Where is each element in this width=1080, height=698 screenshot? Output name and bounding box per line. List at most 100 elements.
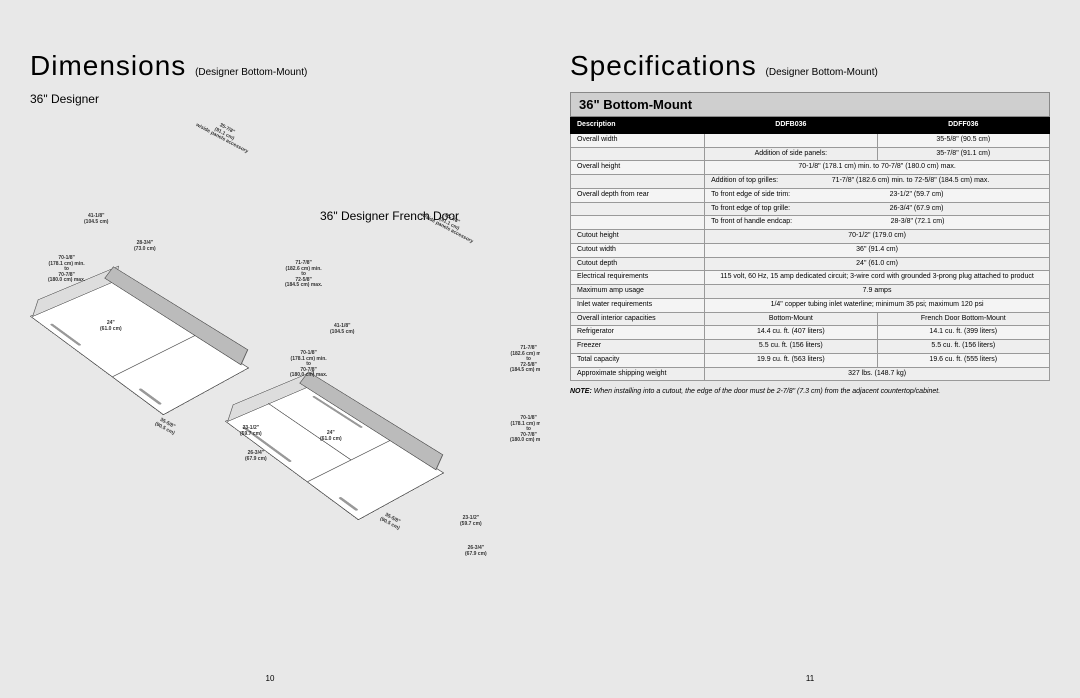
cell-desc: Refrigerator [571, 326, 705, 340]
cell-col2: 35-5/8" (90.5 cm) [877, 133, 1049, 147]
cell-desc [571, 175, 705, 189]
handle-fr-lower [338, 497, 358, 511]
table-row: Approximate shipping weight327 lbs. (148… [571, 367, 1050, 381]
cell-labeled-merged: To front edge of side trim: 23-1/2" (59.… [705, 188, 1050, 202]
pagenum-left: 10 [266, 674, 275, 683]
cell-col1: Bottom-Mount [705, 312, 877, 326]
table-row: Cutout depth24" (61.0 cm) [571, 257, 1050, 271]
table-row: Maximum amp usage7.9 amps [571, 285, 1050, 299]
cell-col1: Addition of side panels: [705, 147, 877, 161]
cell-desc: Overall interior capacities [571, 312, 705, 326]
dim-26-34-1: 26-3/4"(67.9 cm) [245, 451, 267, 462]
table-row: Overall depth from rearTo front edge of … [571, 188, 1050, 202]
cell-col1: 14.4 cu. ft. (407 liters) [705, 326, 877, 340]
cell-col2: 5.5 cu. ft. (156 liters) [877, 340, 1049, 354]
table-row: Overall height70-1/8" (178.1 cm) min. to… [571, 161, 1050, 175]
cell-desc: Freezer [571, 340, 705, 354]
cell-col2: 14.1 cu. ft. (399 liters) [877, 326, 1049, 340]
cell-merged: 115 volt, 60 Hz, 15 amp dedicated circui… [705, 271, 1050, 285]
table-row: Cutout width36" (91.4 cm) [571, 243, 1050, 257]
cell-desc: Overall height [571, 161, 705, 175]
spec-table-title: 36" Bottom-Mount [570, 92, 1050, 117]
table-row: Inlet water requirements1/4" copper tubi… [571, 298, 1050, 312]
cell-labeled-merged: To front edge of top grille: 26-3/4" (67… [705, 202, 1050, 216]
cell-desc: Cutout depth [571, 257, 705, 271]
diagram-bottom-mount [30, 281, 250, 415]
pagenum-right: 11 [806, 674, 814, 683]
cell-desc: Inlet water requirements [571, 298, 705, 312]
dim-height-min: 70-1/8"(178.1 cm) min.to70-7/8"(180.0 cm… [48, 256, 85, 284]
page-spread: Dimensions (Designer Bottom-Mount) 36" D… [0, 0, 1080, 698]
cell-merged: 70-1/8" (178.1 cm) min. to 70-7/8" (180.… [705, 161, 1050, 175]
door-split-line-2 [307, 440, 391, 482]
col-m1: DDFB036 [705, 118, 877, 134]
cell-desc: Overall width [571, 133, 705, 147]
note-body: When installing into a cutout, the edge … [594, 388, 940, 395]
left-page: Dimensions (Designer Bottom-Mount) 36" D… [0, 0, 540, 698]
spec-title-sub: (Designer Bottom-Mount) [766, 67, 878, 78]
table-row: Cutout height70-1/2" (179.0 cm) [571, 230, 1050, 244]
cell-merged: 327 lbs. (148.7 kg) [705, 367, 1050, 381]
cell-desc: Total capacity [571, 353, 705, 367]
table-row: To front of handle endcap: 28-3/8" (72.1… [571, 216, 1050, 230]
note-text: NOTE: When installing into a cutout, the… [570, 387, 1050, 396]
dim-overall-width: 35-7/8"(91.1 cm)w/side panels accessory [195, 113, 254, 155]
dim-side-h2: 41-1/8"(104.5 cm) [330, 324, 354, 335]
cell-labeled-merged: To front of handle endcap: 28-3/8" (72.1… [705, 216, 1050, 230]
dim-side-h1: 41-1/8"(104.5 cm) [84, 214, 108, 225]
cell-merged: 36" (91.4 cm) [705, 243, 1050, 257]
handle-fr-right [312, 396, 363, 428]
table-row: Electrical requirements115 volt, 60 Hz, … [571, 271, 1050, 285]
col-m2: DDFF036 [877, 118, 1049, 134]
cell-merged: 7.9 amps [705, 285, 1050, 299]
cell-desc: Cutout width [571, 243, 705, 257]
dim-23-12-2: 23-1/2"(59.7 cm) [460, 516, 482, 527]
cell-desc: Approximate shipping weight [571, 367, 705, 381]
cell-desc [571, 216, 705, 230]
spec-table: Description DDFB036 DDFF036 Overall widt… [570, 117, 1050, 381]
heading-designer: 36" Designer [30, 92, 510, 106]
cell-col1 [705, 133, 877, 147]
table-row: Overall interior capacitiesBottom-MountF… [571, 312, 1050, 326]
cell-merged: 1/4" copper tubing inlet waterline; mini… [705, 298, 1050, 312]
handle-upper [50, 323, 82, 346]
dim-width-base1: 35-5/8"(90.5 cm) [154, 417, 178, 437]
table-row: Freezer5.5 cu. ft. (156 liters)5.5 cu. f… [571, 340, 1050, 354]
dim-70-18-2: 70-1/8"(178.1 cm) min.to70-7/8"(180.0 cm… [290, 351, 327, 379]
col-desc: Description [571, 118, 705, 134]
dimensions-title: Dimensions (Designer Bottom-Mount) [30, 50, 510, 82]
dim-23-12-1: 23-1/2"(59.7 cm) [240, 426, 262, 437]
note-label: NOTE: [570, 388, 592, 395]
spec-title: Specifications (Designer Bottom-Mount) [570, 50, 1050, 82]
table-row: Refrigerator14.4 cu. ft. (407 liters)14.… [571, 326, 1050, 340]
dim-24-left: 24"(61.0 cm) [100, 321, 122, 332]
cell-col2: 35-7/8" (91.1 cm) [877, 147, 1049, 161]
cell-desc: Electrical requirements [571, 271, 705, 285]
table-row: Addition of top grilles: 71-7/8" (182.6 … [571, 175, 1050, 189]
cell-col2: French Door Bottom-Mount [877, 312, 1049, 326]
cell-labeled-merged: Addition of top grilles: 71-7/8" (182.6 … [705, 175, 1050, 189]
cell-desc: Overall depth from rear [571, 188, 705, 202]
table-row: Overall width 35-5/8" (90.5 cm) [571, 133, 1050, 147]
cell-col2: 19.6 cu. ft. (555 liters) [877, 353, 1049, 367]
diagram-area: 36" Designer French Door [30, 116, 510, 636]
title-sub: (Designer Bottom-Mount) [195, 67, 307, 78]
cell-col1: 19.9 cu. ft. (563 liters) [705, 353, 877, 367]
table-row: Addition of side panels:35-7/8" (91.1 cm… [571, 147, 1050, 161]
cell-desc [571, 147, 705, 161]
handle-lower [138, 388, 162, 405]
cell-merged: 70-1/2" (179.0 cm) [705, 230, 1050, 244]
cell-merged: 24" (61.0 cm) [705, 257, 1050, 271]
door-split-line [112, 335, 196, 377]
table-row: To front edge of top grille: 26-3/4" (67… [571, 202, 1050, 216]
dim-26-34-2: 26-3/4"(67.9 cm) [465, 546, 487, 557]
table-row: Total capacity19.9 cu. ft. (563 liters)1… [571, 353, 1050, 367]
right-page: Specifications (Designer Bottom-Mount) 3… [540, 0, 1080, 698]
title-text: Dimensions [30, 50, 186, 81]
dim-width-base2: 35-5/8"(90.5 cm) [379, 512, 403, 532]
fridge-body [30, 281, 250, 415]
cell-desc [571, 202, 705, 216]
spec-title-text: Specifications [570, 50, 757, 81]
dim-28-34: 28-3/4"(73.0 cm) [134, 241, 156, 252]
dim-24-right: 24"(61.0 cm) [320, 431, 342, 442]
